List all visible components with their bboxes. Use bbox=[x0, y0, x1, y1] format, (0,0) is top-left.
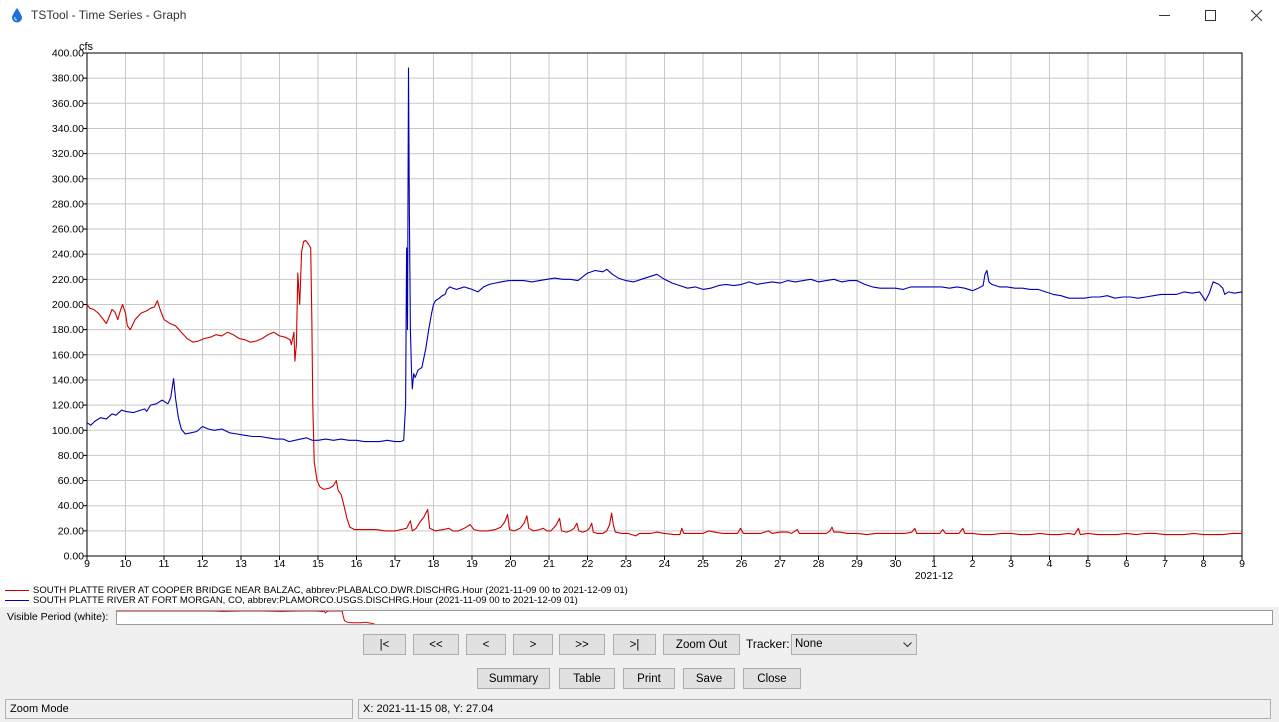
x-tick-label: 9 bbox=[84, 558, 90, 570]
x-tick-label: 3 bbox=[1008, 558, 1014, 570]
overview-series-line bbox=[117, 611, 1273, 625]
x-tick-label: 13 bbox=[235, 558, 247, 570]
x-tick-label: 26 bbox=[736, 558, 748, 570]
tracker-value: None bbox=[795, 638, 823, 650]
maximize-button[interactable] bbox=[1187, 0, 1233, 31]
y-tick-label: 180.00 bbox=[52, 324, 84, 336]
x-tick-label: 5 bbox=[1085, 558, 1091, 570]
y-tick-label: 100.00 bbox=[52, 425, 84, 437]
x-tick-label: 15 bbox=[312, 558, 324, 570]
x-tick-label: 22 bbox=[582, 558, 594, 570]
chevron-down-icon bbox=[903, 640, 912, 649]
status-position: X: 2021-11-15 08, Y: 27.04 bbox=[358, 699, 1271, 719]
x-tick-label: 20 bbox=[505, 558, 517, 570]
zoom-out-button[interactable]: Zoom Out bbox=[663, 634, 740, 655]
x-tick-label: 10 bbox=[120, 558, 132, 570]
y-tick-label: 380.00 bbox=[52, 73, 84, 85]
overview-graph bbox=[117, 611, 1273, 625]
y-tick-label: 220.00 bbox=[52, 274, 84, 286]
y-tick-label: 160.00 bbox=[52, 349, 84, 361]
close-window-button[interactable] bbox=[1233, 0, 1279, 31]
next-button[interactable]: > bbox=[513, 634, 553, 655]
y-tick-label: 300.00 bbox=[52, 173, 84, 185]
maximize-icon bbox=[1205, 10, 1216, 21]
y-tick-label: 200.00 bbox=[52, 299, 84, 311]
y-tick-label: 60.00 bbox=[58, 475, 84, 487]
y-tick-label: 320.00 bbox=[52, 148, 84, 160]
water-drop-icon bbox=[10, 7, 24, 23]
tracker-select[interactable]: None bbox=[791, 634, 917, 655]
legend-entry-blue: SOUTH PLATTE RIVER AT FORT MORGAN, CO, a… bbox=[5, 596, 578, 606]
x-tick-label: 25 bbox=[697, 558, 709, 570]
y-tick-label: 0.00 bbox=[64, 551, 85, 563]
save-button[interactable]: Save bbox=[683, 668, 735, 689]
next-page-button[interactable]: >> bbox=[559, 634, 605, 655]
y-tick-label: 340.00 bbox=[52, 123, 84, 135]
y-tick-label: 280.00 bbox=[52, 198, 84, 210]
legend-swatch-blue bbox=[5, 600, 29, 601]
window-title: TSTool - Time Series - Graph bbox=[31, 8, 186, 22]
legend-swatch-red bbox=[5, 590, 29, 591]
graph-panel[interactable]: 0.00 20.00 40.00 60.00 80.00 100.00 120.00 140.… bbox=[0, 31, 1279, 607]
tracker-label: Tracker: bbox=[746, 637, 790, 651]
status-mode: Zoom Mode bbox=[5, 699, 353, 719]
last-button[interactable]: >| bbox=[613, 634, 656, 655]
table-button[interactable]: Table bbox=[559, 668, 615, 689]
x-tick-label: 19 bbox=[466, 558, 478, 570]
x-tick-label: 30 bbox=[890, 558, 902, 570]
x-tick-label: 11 bbox=[159, 558, 170, 570]
time-series-chart[interactable]: 0.00 20.00 40.00 60.00 80.00 100.00 120.00 140.… bbox=[0, 31, 1279, 607]
y-tick-label: 20.00 bbox=[58, 525, 84, 537]
x-tick-label: 4 bbox=[1047, 558, 1053, 570]
y-axis-label: cfs bbox=[79, 41, 94, 53]
y-tick-label: 140.00 bbox=[52, 374, 84, 386]
x-tick-label: 17 bbox=[389, 558, 401, 570]
x-tick-label: 12 bbox=[197, 558, 209, 570]
y-tick-label: 240.00 bbox=[52, 249, 84, 261]
close-button[interactable]: Close bbox=[743, 668, 801, 689]
x-tick-label: 16 bbox=[351, 558, 363, 570]
x-tick-label: 6 bbox=[1124, 558, 1130, 570]
x-tick-label: 29 bbox=[851, 558, 863, 570]
summary-button[interactable]: Summary bbox=[477, 668, 550, 689]
y-tick-label: 120.00 bbox=[52, 400, 84, 412]
y-tick-label: 360.00 bbox=[52, 98, 84, 110]
x-tick-label: 1 bbox=[931, 558, 937, 570]
x-tick-label: 18 bbox=[428, 558, 440, 570]
previous-button[interactable]: < bbox=[466, 634, 506, 655]
y-tick-label: 80.00 bbox=[58, 450, 84, 462]
x-month-label: 2021-12 bbox=[915, 570, 954, 582]
print-button[interactable]: Print bbox=[623, 668, 675, 689]
x-tick-label: 23 bbox=[620, 558, 632, 570]
x-tick-label: 8 bbox=[1201, 558, 1207, 570]
y-tick-label: 260.00 bbox=[52, 224, 84, 236]
previous-page-button[interactable]: << bbox=[413, 634, 459, 655]
minimize-button[interactable] bbox=[1141, 0, 1187, 31]
visible-period-row: Visible Period (white): bbox=[0, 607, 1279, 629]
close-icon bbox=[1251, 10, 1262, 21]
first-button[interactable]: |< bbox=[363, 634, 406, 655]
x-tick-label: 7 bbox=[1162, 558, 1168, 570]
x-tick-label: 27 bbox=[774, 558, 786, 570]
minimize-icon bbox=[1159, 10, 1170, 21]
x-tick-label: 9 bbox=[1239, 558, 1245, 570]
legend-label-blue: SOUTH PLATTE RIVER AT FORT MORGAN, CO, a… bbox=[33, 595, 578, 606]
y-tick-label: 40.00 bbox=[58, 500, 84, 512]
visible-period-overview[interactable] bbox=[116, 610, 1273, 625]
x-tick-label: 14 bbox=[274, 558, 286, 570]
x-tick-label: 28 bbox=[813, 558, 825, 570]
x-tick-label: 21 bbox=[543, 558, 555, 570]
title-bar: TSTool - Time Series - Graph bbox=[0, 0, 1279, 31]
x-tick-label: 2 bbox=[970, 558, 976, 570]
visible-period-label: Visible Period (white): bbox=[7, 611, 108, 623]
x-tick-label: 24 bbox=[659, 558, 671, 570]
